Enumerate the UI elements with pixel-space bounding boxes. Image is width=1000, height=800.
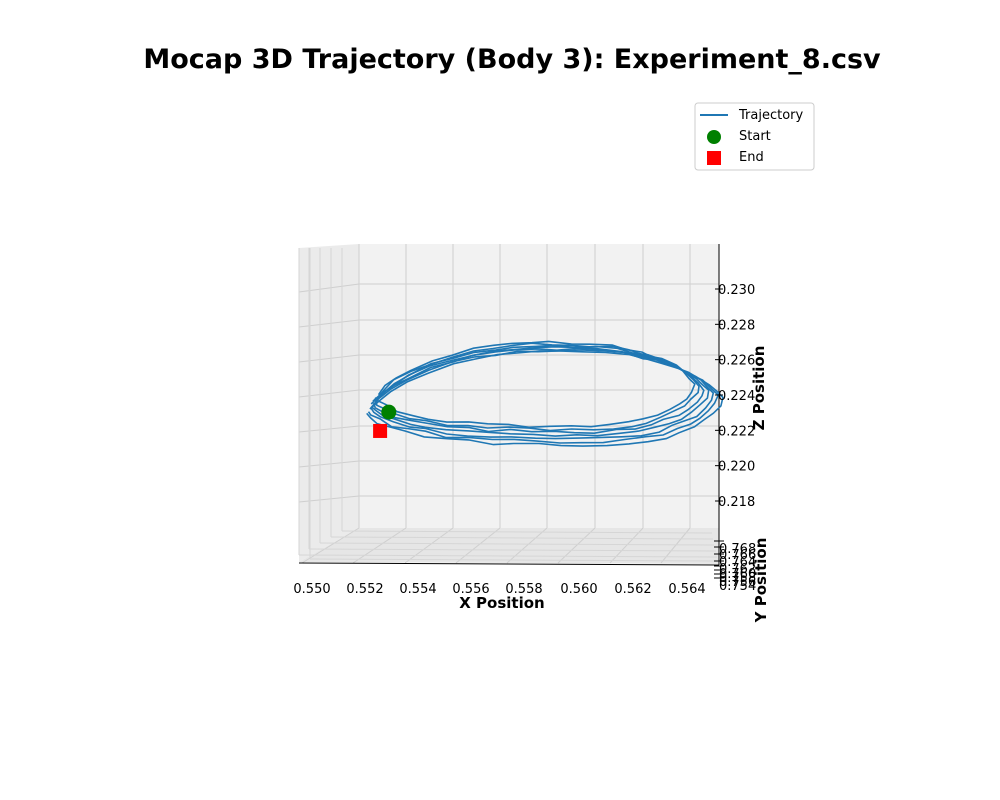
y-tick-label: 0.762 xyxy=(719,562,756,577)
y-tick-label: 0.768 xyxy=(719,542,756,557)
z-tick-label: 0.228 xyxy=(718,318,755,333)
x-tick-label: 0.556 xyxy=(452,582,489,597)
floor-depth-gridline xyxy=(309,558,719,562)
z-tick-labels: 0.218 0.220 0.222 0.224 0.226 0.228 0.230 xyxy=(715,283,755,510)
back-pane xyxy=(359,244,719,528)
floor-x-gridline xyxy=(506,527,548,564)
x-tick-label: 0.564 xyxy=(668,582,705,597)
floor-x-gridline xyxy=(455,527,501,564)
floor-x-gridline xyxy=(557,527,596,564)
legend-start-label: Start xyxy=(739,129,771,144)
grid-lines xyxy=(298,244,719,564)
floor-depth-gridline xyxy=(341,530,713,534)
trajectory-line xyxy=(370,347,715,440)
z-tick-label: 0.224 xyxy=(718,389,755,404)
legend-end-label: End xyxy=(739,150,764,165)
y-tick-label: 0.754 xyxy=(719,579,756,594)
z-tick-label: 0.226 xyxy=(718,354,755,369)
trajectory-line xyxy=(373,344,705,435)
left-pane xyxy=(299,244,359,562)
floor-depth-gridline xyxy=(308,548,717,552)
trajectory-line xyxy=(374,342,700,432)
y-tick-label: 0.766 xyxy=(719,548,756,563)
legend-start-swatch xyxy=(707,130,721,144)
y-tick-label: 0.760 xyxy=(719,567,756,582)
trajectory-line xyxy=(371,345,710,437)
y-tick-label: 0.758 xyxy=(719,571,756,586)
floor-x-gridline xyxy=(609,527,644,564)
z-tick-label: 0.230 xyxy=(718,283,755,298)
floor-x-gridline xyxy=(352,527,407,564)
floor-depth-gridline xyxy=(298,554,718,558)
x-tick-label: 0.552 xyxy=(346,582,383,597)
chart-title: Mocap 3D Trajectory (Body 3): Experiment… xyxy=(143,44,881,75)
axis-panes xyxy=(299,244,719,564)
trajectory-line xyxy=(366,350,724,447)
legend-trajectory-label: Trajectory xyxy=(738,108,803,123)
x-tick-label: 0.560 xyxy=(560,582,597,597)
legend: Trajectory Start End xyxy=(694,102,815,171)
x-tick-label: 0.562 xyxy=(614,582,651,597)
x-axis-line xyxy=(298,562,720,566)
trajectory-line xyxy=(374,340,696,429)
legend-end-swatch xyxy=(707,151,721,165)
x-axis-label: X Position xyxy=(459,594,544,612)
floor-depth-gridline xyxy=(319,542,715,546)
y-axis-label: Y Position xyxy=(752,538,770,624)
start-marker xyxy=(381,404,397,420)
z-tick-label: 0.218 xyxy=(718,495,755,510)
y-tick-label: 0.764 xyxy=(719,555,756,570)
z-tick-label: 0.222 xyxy=(718,424,755,439)
legend-box xyxy=(694,102,815,171)
floor-x-gridline xyxy=(301,527,360,564)
y-tick-label: 0.756 xyxy=(719,575,756,590)
x-tick-labels: 0.550 0.552 0.554 0.556 0.558 0.560 0.562 0.564 xyxy=(293,582,705,597)
z-tick-label: 0.220 xyxy=(718,460,755,475)
floor-x-gridline xyxy=(404,527,454,564)
x-tick-label: 0.558 xyxy=(505,582,542,597)
floor-pane xyxy=(299,528,719,564)
floor-depth-gridline xyxy=(330,536,714,540)
series-group xyxy=(366,340,724,447)
x-tick-label: 0.554 xyxy=(399,582,436,597)
end-marker xyxy=(373,423,388,438)
z-axis-label: Z Position xyxy=(750,346,768,431)
marker-group xyxy=(373,404,397,438)
x-tick-label: 0.550 xyxy=(293,582,330,597)
